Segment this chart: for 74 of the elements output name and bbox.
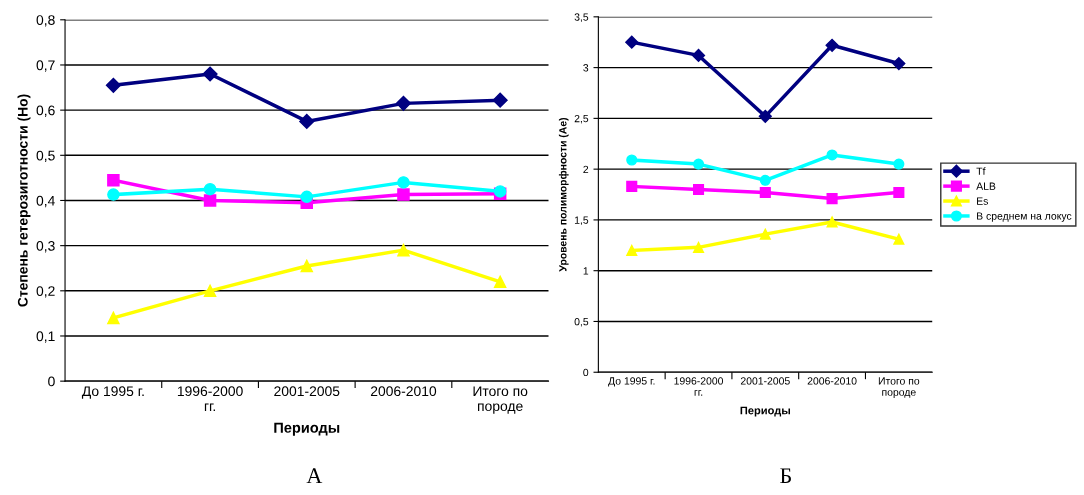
point (759, 228, 771, 240)
y-tick-label: 0,5 (574, 317, 589, 327)
point (692, 183, 705, 196)
y-tick-label: 3 (583, 64, 589, 72)
y-tick-label: 0,8 (36, 15, 55, 27)
point (625, 35, 639, 49)
x-tick-label: Итого по породе (878, 377, 920, 398)
x-tick-label: 2006-2010 (370, 386, 437, 397)
legend-label: Tf (976, 167, 986, 175)
x-tick-label: 2006-2010 (807, 377, 857, 385)
x-axis-title: Периоды (740, 406, 791, 417)
point (397, 188, 410, 201)
y-tick-label: 0,2 (36, 286, 55, 298)
y-axis-title: Степень гетерозиготности (Но) (17, 94, 31, 307)
point (397, 243, 410, 257)
y-tick-label: 0,4 (36, 195, 55, 208)
point (893, 186, 905, 199)
y-tick-label: 3,5 (574, 13, 589, 22)
point (300, 190, 314, 204)
text: А (306, 468, 323, 484)
legend-label: В среднем на локус (977, 212, 1072, 222)
x-tick-label: До 1995 г. (608, 377, 655, 387)
point (691, 48, 706, 63)
point (107, 311, 120, 325)
text: Б (780, 468, 791, 484)
point (105, 77, 121, 93)
y-tick-label: 0,3 (36, 240, 55, 253)
point (826, 193, 838, 205)
point (826, 216, 838, 228)
y-tick-label: 1 (583, 267, 589, 275)
x-tick-label: 1996-2000 гг. (177, 386, 243, 411)
point (397, 176, 410, 189)
point (759, 174, 771, 186)
point (203, 194, 217, 207)
point (758, 109, 772, 123)
point (493, 275, 507, 289)
y-tick-label: 0,5 (36, 150, 55, 163)
point (492, 92, 508, 108)
legend-label: ALB (976, 182, 996, 190)
legend-label: Es (977, 197, 988, 205)
point (893, 158, 905, 170)
point (203, 182, 217, 196)
point (202, 66, 218, 82)
x-tick-label: Итого по породе (473, 386, 528, 414)
point (395, 95, 412, 111)
y-tick-label: 0,7 (36, 60, 55, 72)
y-tick-label: 2,5 (574, 114, 589, 124)
point (626, 154, 638, 166)
y-tick-label: 1,5 (574, 216, 589, 226)
point (203, 284, 217, 298)
y-tick-label: 0 (48, 376, 55, 387)
point (825, 38, 839, 52)
point (692, 241, 705, 253)
y-tick-label: 0 (583, 368, 589, 377)
x-tick-label: 1996-2000 гг. (674, 377, 724, 396)
point (893, 233, 905, 245)
point (107, 173, 120, 187)
point (626, 244, 638, 256)
y-tick-label: 0,1 (36, 331, 55, 343)
x-tick-label: До 1995 г. (81, 386, 144, 399)
point (300, 259, 314, 273)
point (299, 113, 315, 129)
y-tick-label: 2 (583, 165, 589, 173)
point (759, 186, 771, 199)
point (692, 158, 705, 170)
point (626, 180, 638, 192)
y-axis-title: Уровень полиморфности (Ае) (558, 117, 569, 272)
point (107, 188, 120, 201)
point (892, 56, 906, 71)
x-tick-label: 2001-2005 (274, 386, 340, 397)
y-tick-label: 0,6 (36, 105, 55, 117)
x-axis-title: Периоды (274, 422, 340, 436)
x-tick-label: 2001-2005 (740, 377, 790, 385)
point (826, 149, 838, 161)
